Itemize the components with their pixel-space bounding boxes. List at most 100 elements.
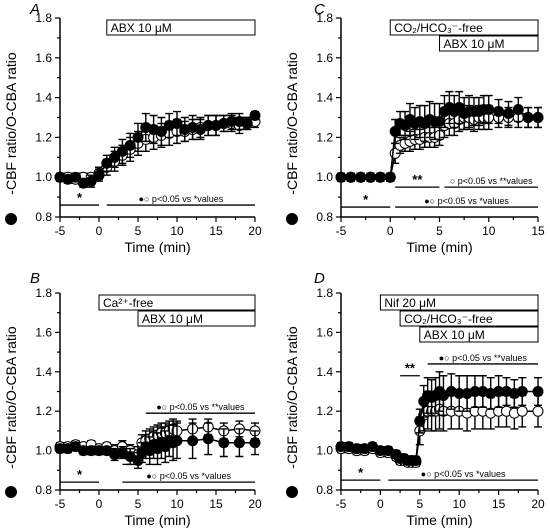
x-tick-label: 15 xyxy=(209,224,223,238)
x-tick-label: -5 xyxy=(55,497,66,511)
treatment-label: ABX 10 μM xyxy=(142,312,203,326)
significance-stars: ** xyxy=(412,172,423,187)
data-point xyxy=(70,171,82,183)
y-tick-label: 0.8 xyxy=(35,210,52,224)
x-tick-label: 0 xyxy=(387,224,394,238)
x-tick-label: 5 xyxy=(416,497,423,511)
y-tick-label: 1.8 xyxy=(35,11,52,25)
treatment-box xyxy=(419,326,539,343)
data-point xyxy=(532,112,544,123)
x-tick-label: -5 xyxy=(336,497,347,511)
y-axis-legend-filled-circle xyxy=(5,213,17,225)
x-tick-label: -5 xyxy=(336,224,347,238)
treatment-label: CO₂/HCO₃⁻-free xyxy=(394,21,483,35)
x-axis-title: Time (min) xyxy=(406,512,472,528)
panel-letter: C xyxy=(314,1,325,18)
y-tick-label: 1.6 xyxy=(316,51,333,65)
treatment-box xyxy=(389,19,539,36)
x-tick-label: 10 xyxy=(170,224,184,238)
data-point xyxy=(241,117,253,129)
x-tick-label: 0 xyxy=(96,497,103,511)
significance-stars: * xyxy=(77,467,83,482)
treatment-box xyxy=(439,35,539,52)
treatment-box xyxy=(399,310,539,327)
data-point xyxy=(202,433,214,445)
x-tick-label: 15 xyxy=(492,497,506,511)
x-tick-label: 15 xyxy=(209,497,223,511)
significance-note: ●○ p<0.05 vs **values xyxy=(156,402,245,412)
significance-note: ●○ p<0.05 vs *values xyxy=(424,196,509,206)
data-point xyxy=(493,106,505,118)
x-tick-label: 10 xyxy=(453,497,467,511)
significance-stars: * xyxy=(358,465,364,480)
data-point xyxy=(374,171,386,183)
data-point xyxy=(109,151,121,163)
y-tick-label: 1.4 xyxy=(316,91,333,105)
x-tick-label: -5 xyxy=(55,224,66,238)
significance-note: ●○ p<0.05 vs *values xyxy=(146,471,231,481)
data-point xyxy=(345,171,357,183)
data-point xyxy=(355,171,367,183)
y-tick-label: 1.4 xyxy=(35,91,52,105)
series-filled xyxy=(54,422,261,470)
significance-stars: ** xyxy=(405,361,416,376)
y-tick-label: 1.2 xyxy=(316,404,333,418)
data-point xyxy=(414,415,426,427)
x-axis-title: Time (min) xyxy=(124,512,190,528)
y-axis-legend-filled-circle xyxy=(5,486,17,498)
panel-d: D 0.8 1.0 1.2 1.4 1.6 1.8 -5 0 5 10 15 20 Time (min) -… xyxy=(284,270,545,528)
x-tick-label: 0 xyxy=(377,497,384,511)
y-tick-label: 1.6 xyxy=(316,325,333,339)
data-point xyxy=(532,405,544,417)
y-axis-title: -CBF ratio/O-CBA ratio xyxy=(3,326,19,469)
x-axis-title: Time (min) xyxy=(124,239,190,255)
significance-note: ●○ p<0.05 vs *values xyxy=(421,469,506,479)
data-point xyxy=(171,435,183,447)
significance-stars: * xyxy=(363,192,369,207)
significance-stars: * xyxy=(77,190,83,205)
y-tick-label: 1.6 xyxy=(35,51,52,65)
x-tick-label: 20 xyxy=(248,497,262,511)
x-tick-label: 15 xyxy=(531,224,545,238)
panel-letter: D xyxy=(314,270,325,287)
y-tick-label: 0.8 xyxy=(35,483,52,497)
x-tick-label: 5 xyxy=(436,224,443,238)
treatment-label: ABX 10 μM xyxy=(111,21,172,35)
data-point xyxy=(218,437,230,449)
treatment-label: Nif 20 μM xyxy=(384,296,436,310)
data-point xyxy=(116,145,128,157)
x-tick-label: 5 xyxy=(135,497,142,511)
data-point xyxy=(516,386,528,397)
y-tick-label: 1.2 xyxy=(316,130,333,144)
panel-letter: B xyxy=(30,270,40,287)
data-point xyxy=(335,171,347,183)
x-tick-label: 20 xyxy=(248,224,262,238)
x-tick-label: 5 xyxy=(135,224,142,238)
data-point xyxy=(532,386,544,397)
data-point xyxy=(249,437,261,449)
panel-c: C 0.8 1.0 1.2 1.4 1.6 1.8 -5 0 5 10 15 Time (min) -CB… xyxy=(284,1,545,255)
y-axis-legend-filled-circle xyxy=(286,486,298,498)
data-point xyxy=(502,108,514,120)
y-tick-label: 0.8 xyxy=(316,483,333,497)
y-tick-label: 1.8 xyxy=(35,286,52,300)
data-point xyxy=(93,169,105,181)
y-tick-label: 1.8 xyxy=(316,11,333,25)
significance-note: ●○ p<0.05 vs *values xyxy=(139,194,224,204)
data-point xyxy=(101,157,113,169)
significance-note: ●○ p<0.05 vs **values xyxy=(439,353,528,363)
y-axis-legend-filled-circle xyxy=(286,213,298,225)
series-filled xyxy=(335,371,544,466)
y-tick-label: 1.0 xyxy=(35,444,52,458)
y-axis-title: -CBF ratio/O-CBA ratio xyxy=(284,52,300,195)
y-tick-label: 1.8 xyxy=(316,286,333,300)
data-point xyxy=(434,115,445,127)
data-point xyxy=(365,171,377,183)
treatment-label: ABX 10 μM xyxy=(444,37,505,51)
y-tick-label: 1.0 xyxy=(316,170,333,184)
y-axis-title: -CBF ratio/O-CBA ratio xyxy=(3,52,19,195)
data-point xyxy=(132,131,144,143)
data-point xyxy=(410,454,422,466)
y-tick-label: 1.0 xyxy=(35,170,52,184)
data-point xyxy=(512,104,524,116)
